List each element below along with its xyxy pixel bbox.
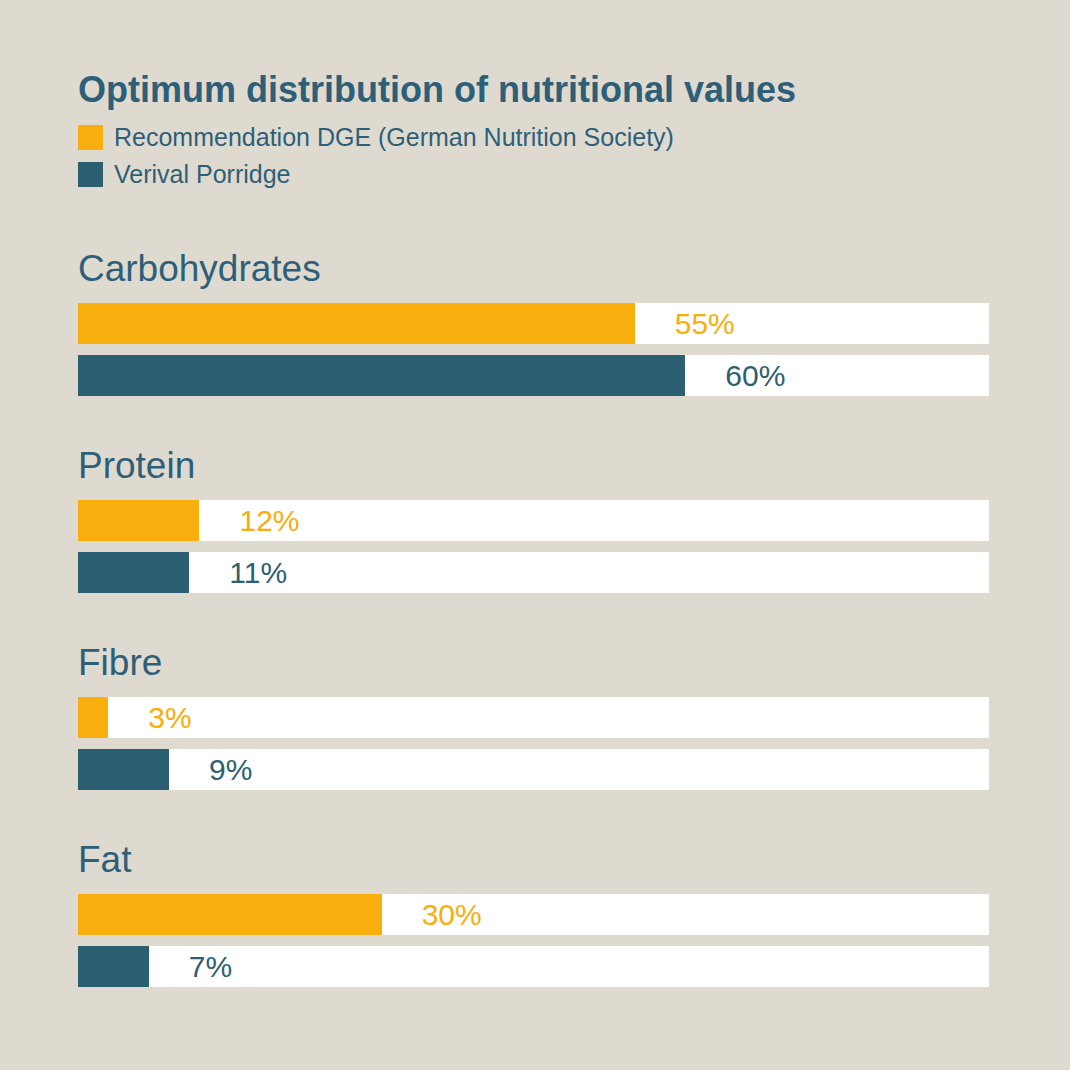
legend-item-verival: Verival Porridge	[78, 161, 989, 187]
legend-swatch-teal	[78, 162, 103, 187]
page-title: Optimum distribution of nutritional valu…	[78, 0, 989, 112]
bar-fill-dge	[78, 697, 108, 738]
category-heading: Fibre	[78, 640, 989, 686]
category-section-fibre: Fibre 3% 9%	[78, 640, 989, 790]
legend-item-dge: Recommendation DGE (German Nutrition Soc…	[78, 124, 989, 150]
bar-fill-dge	[78, 500, 199, 541]
bar-value-label: 3%	[148, 697, 191, 738]
legend-label-verival: Verival Porridge	[114, 160, 290, 189]
bar-value-label: 11%	[229, 552, 287, 593]
bar-value-label: 9%	[209, 749, 252, 790]
bar-value-label: 60%	[725, 355, 785, 396]
bar-fill-verival	[78, 946, 149, 987]
bar-value-label: 55%	[675, 303, 735, 344]
bar-track: 60%	[78, 355, 989, 396]
bar-fill-dge	[78, 894, 382, 935]
category-section-fat: Fat 30% 7%	[78, 837, 989, 987]
bar-fill-verival	[78, 749, 169, 790]
category-section-protein: Protein 12% 11%	[78, 443, 989, 593]
category-heading: Protein	[78, 443, 989, 489]
bar-track: 3%	[78, 697, 989, 738]
bar-track: 11%	[78, 552, 989, 593]
legend: Recommendation DGE (German Nutrition Soc…	[78, 124, 989, 187]
bar-track: 12%	[78, 500, 989, 541]
legend-swatch-orange	[78, 125, 103, 150]
bar-value-label: 12%	[239, 500, 299, 541]
bar-fill-verival	[78, 355, 685, 396]
category-section-carbohydrates: Carbohydrates 55% 60%	[78, 246, 989, 396]
category-heading: Carbohydrates	[78, 246, 989, 292]
bar-value-label: 30%	[422, 894, 482, 935]
bar-track: 9%	[78, 749, 989, 790]
bar-value-label: 7%	[189, 946, 232, 987]
bar-track: 55%	[78, 303, 989, 344]
bar-track: 30%	[78, 894, 989, 935]
bar-fill-dge	[78, 303, 635, 344]
bar-chart: Carbohydrates 55% 60% Protein 12% 11% Fibre 3% 9…	[78, 246, 989, 987]
bar-fill-verival	[78, 552, 189, 593]
infographic: Optimum distribution of nutritional valu…	[78, 0, 989, 1034]
category-heading: Fat	[78, 837, 989, 883]
legend-label-dge: Recommendation DGE (German Nutrition Soc…	[114, 123, 674, 152]
bar-track: 7%	[78, 946, 989, 987]
